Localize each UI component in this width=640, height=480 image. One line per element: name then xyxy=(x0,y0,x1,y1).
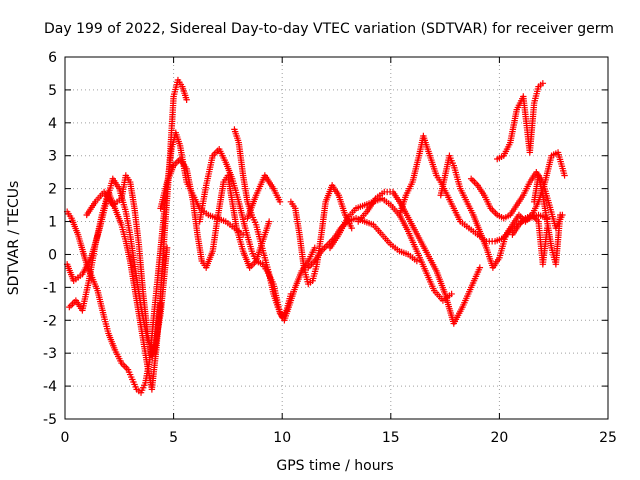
x-tick-label: 20 xyxy=(490,430,508,446)
y-tick-label: 5 xyxy=(48,83,57,99)
data-point xyxy=(183,96,190,103)
data-point xyxy=(561,172,568,179)
y-tick-label: 0 xyxy=(48,247,57,263)
x-tick-label: 25 xyxy=(599,430,617,446)
y-tick-label: 2 xyxy=(48,182,57,198)
y-tick-label: -4 xyxy=(43,379,57,395)
plot-frame xyxy=(64,56,609,420)
y-tick-label: 1 xyxy=(48,215,57,231)
satellite-track-7 xyxy=(231,126,295,321)
x-tick-label: 0 xyxy=(61,430,70,446)
y-axis-label: SDTVAR / TECUs xyxy=(6,181,22,296)
data-point xyxy=(163,244,171,252)
data-point xyxy=(476,264,484,271)
data-point xyxy=(157,300,164,308)
satellite-track-17 xyxy=(530,172,564,268)
data-point xyxy=(539,80,547,87)
satellite-track-8 xyxy=(244,172,284,222)
y-tick-label: -3 xyxy=(43,346,57,362)
data-point xyxy=(557,211,564,219)
x-tick-label: 5 xyxy=(169,430,178,446)
satellite-track-18 xyxy=(509,211,551,268)
data-point xyxy=(265,218,273,225)
chart-title: Day 199 of 2022, Sidereal Day-to-day VTE… xyxy=(44,21,614,37)
x-tick-label: 10 xyxy=(273,430,291,446)
y-tick-label: 6 xyxy=(48,50,57,66)
satellite-track-4 xyxy=(83,172,164,360)
axis-ticks: 0 5 10 15 20 25 -5 -4 -3 -2 -1 0 1 2 3 4 5 6 xyxy=(43,50,617,446)
data-points xyxy=(63,76,568,396)
y-tick-label: -2 xyxy=(43,313,57,329)
data-point xyxy=(543,224,551,232)
y-tick-label: 4 xyxy=(48,116,57,132)
y-tick-label: -1 xyxy=(43,280,57,296)
y-tick-label: -5 xyxy=(43,412,57,428)
data-point xyxy=(276,198,284,205)
data-point xyxy=(413,257,421,265)
data-point xyxy=(448,290,455,298)
data-point xyxy=(348,224,355,232)
x-axis-label: GPS time / hours xyxy=(276,458,393,474)
satellite-track-12 xyxy=(355,188,484,327)
y-tick-label: 3 xyxy=(48,149,57,165)
data-point xyxy=(287,290,295,298)
satellite-track-16 xyxy=(494,80,547,163)
x-tick-label: 15 xyxy=(382,430,400,446)
